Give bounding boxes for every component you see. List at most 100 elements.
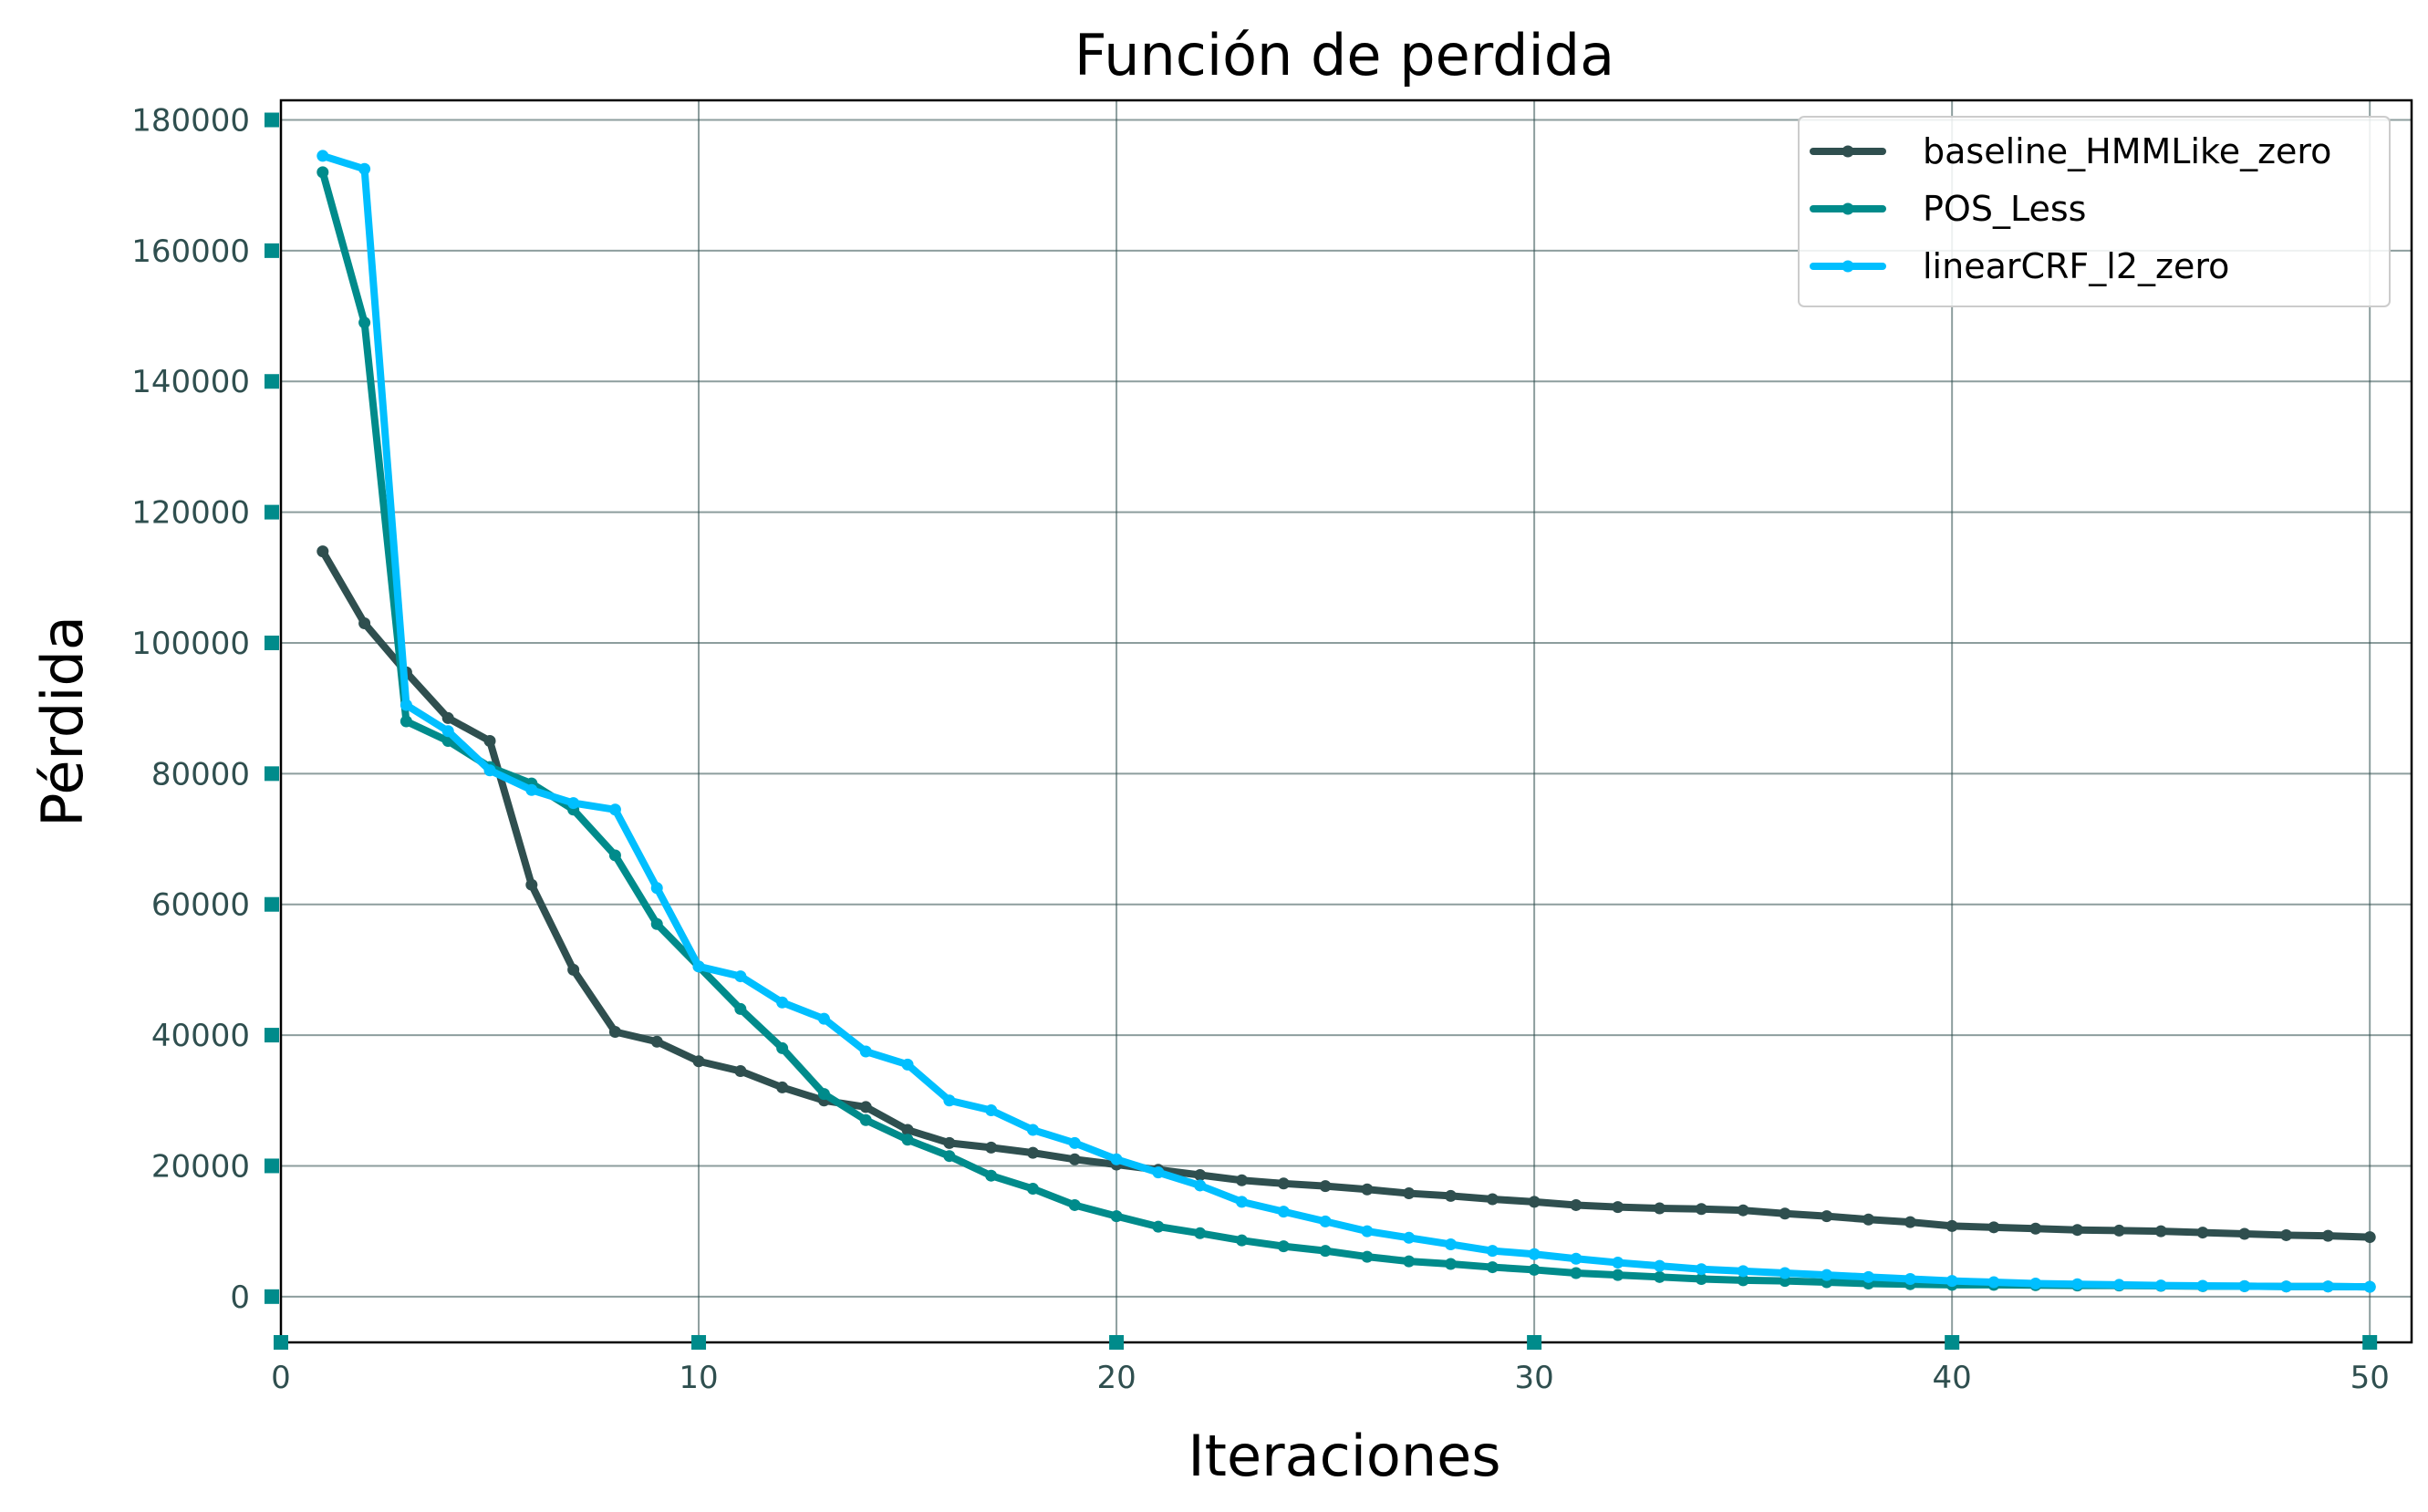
legend: baseline_HMMLike_zero POS_Less linearCRF_l…	[1798, 116, 2391, 307]
data-point	[985, 1169, 998, 1182]
axis-ticks: 0 10 20 30 40 50 0 20000 40000 60000 80000 100000 12…	[131, 103, 2390, 1396]
data-point	[2363, 1231, 2376, 1244]
data-point	[1319, 1215, 1332, 1227]
data-point	[316, 150, 329, 162]
x-tick-label: 10	[679, 1360, 718, 1396]
data-point	[1068, 1153, 1081, 1165]
data-point	[1445, 1238, 1458, 1250]
data-point	[1110, 1153, 1123, 1165]
x-tick-mark	[1527, 1335, 1542, 1350]
data-point	[608, 849, 621, 862]
data-point	[943, 1094, 956, 1107]
data-point	[859, 1113, 872, 1126]
y-tick-label: 120000	[131, 495, 250, 532]
data-point	[358, 162, 371, 175]
data-point	[692, 960, 705, 973]
data-point	[650, 882, 663, 895]
data-point	[1445, 1189, 1458, 1202]
data-point	[1319, 1180, 1332, 1193]
data-point	[1277, 1240, 1290, 1253]
data-point	[1277, 1177, 1290, 1190]
data-point	[1110, 1210, 1123, 1223]
data-point	[1987, 1221, 2000, 1234]
data-point	[1194, 1179, 1207, 1192]
data-point	[1863, 1213, 1875, 1226]
x-tick-label: 50	[2350, 1360, 2390, 1396]
y-tick-label: 160000	[131, 233, 250, 270]
data-point	[2196, 1279, 2209, 1292]
data-point	[859, 1101, 872, 1113]
x-tick-label: 0	[271, 1360, 291, 1396]
data-point	[1904, 1272, 1916, 1285]
data-point	[1654, 1259, 1666, 1272]
legend-label: baseline_HMMLike_zero	[1923, 131, 2331, 171]
data-point	[1403, 1255, 1416, 1268]
y-tick-label: 40000	[151, 1018, 250, 1054]
y-tick-mark	[265, 896, 279, 912]
data-point	[2029, 1277, 2042, 1289]
plot-frame	[279, 98, 2413, 1344]
legend-box	[1798, 116, 2391, 307]
data-point	[1235, 1174, 1248, 1186]
data-point	[608, 1026, 621, 1038]
data-point	[943, 1150, 956, 1163]
data-point	[2029, 1222, 2042, 1235]
data-point	[2112, 1279, 2125, 1291]
data-point	[2154, 1279, 2167, 1292]
x-tick-label: 30	[1514, 1360, 1553, 1396]
data-point	[1612, 1269, 1624, 1281]
data-point	[1026, 1183, 1039, 1196]
y-axis-title: Pérdida	[29, 616, 96, 827]
data-point	[1904, 1216, 1916, 1228]
data-point	[1361, 1225, 1374, 1238]
y-tick-mark	[265, 1289, 279, 1304]
legend-label: linearCRF_l2_zero	[1923, 246, 2229, 286]
data-point	[1068, 1198, 1081, 1211]
data-point	[608, 803, 621, 816]
data-point	[2280, 1228, 2293, 1241]
data-point	[1779, 1207, 1791, 1220]
data-point	[1570, 1198, 1582, 1211]
data-point	[2238, 1279, 2251, 1292]
data-point	[1194, 1227, 1207, 1239]
data-point	[1277, 1206, 1290, 1218]
data-point	[1445, 1258, 1458, 1270]
data-point	[901, 1058, 914, 1071]
data-point	[2154, 1225, 2167, 1238]
x-axis-title: Iteraciones	[1188, 1423, 1500, 1489]
data-point	[2238, 1227, 2251, 1240]
data-point	[399, 699, 412, 711]
data-point	[1152, 1220, 1165, 1233]
y-tick-mark	[265, 374, 279, 389]
data-point	[776, 1081, 789, 1093]
data-point	[1528, 1263, 1541, 1276]
data-point	[1654, 1270, 1666, 1283]
data-point	[1068, 1136, 1081, 1149]
series-line-linearCRF_l2_zero	[318, 151, 2374, 1291]
data-point	[1026, 1146, 1039, 1159]
data-point	[483, 735, 496, 748]
data-point	[399, 715, 412, 728]
x-tick-mark	[691, 1335, 707, 1350]
data-point	[2112, 1224, 2125, 1237]
data-point	[859, 1045, 872, 1058]
data-point	[985, 1104, 998, 1117]
y-tick-label: 80000	[151, 756, 250, 792]
data-point	[1695, 1263, 1707, 1276]
x-tick-mark	[1945, 1335, 1960, 1350]
data-point	[483, 764, 496, 777]
legend-label: POS_Less	[1923, 189, 2086, 229]
data-point	[2363, 1280, 2376, 1293]
data-point	[1361, 1183, 1374, 1196]
data-point	[441, 711, 454, 724]
y-tick-mark	[265, 243, 279, 258]
data-point	[1152, 1166, 1165, 1179]
x-tick-label: 20	[1096, 1360, 1136, 1396]
x-tick-mark	[2362, 1335, 2378, 1350]
data-point	[316, 166, 329, 179]
data-point	[1026, 1124, 1039, 1136]
data-point	[1486, 1245, 1499, 1258]
data-point	[943, 1136, 956, 1149]
data-point	[901, 1134, 914, 1146]
